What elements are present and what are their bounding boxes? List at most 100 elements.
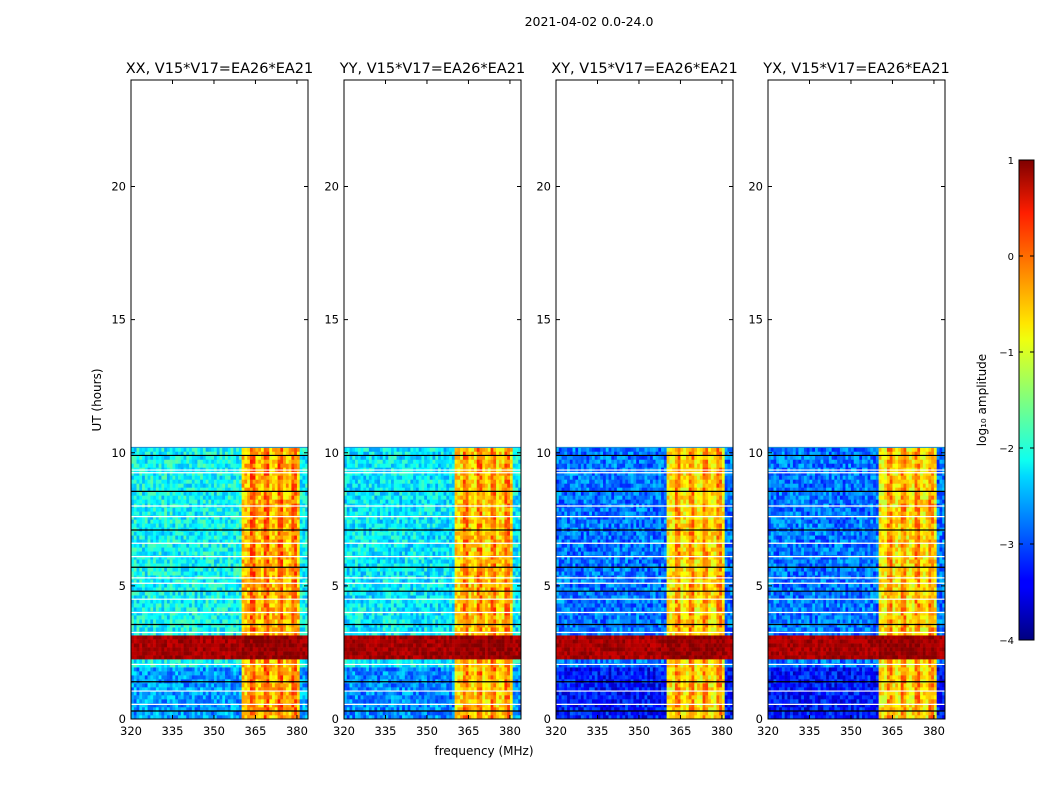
heatmap-cell: [233, 583, 237, 588]
heatmap-cell: [296, 587, 301, 592]
heatmap-cell: [371, 711, 375, 716]
heatmap-cell: [131, 515, 135, 520]
heatmap-cell: [183, 587, 187, 592]
heatmap-cell: [213, 531, 218, 536]
heatmap-cell: [236, 711, 240, 716]
heatmap-cell: [175, 715, 179, 720]
heatmap-cell: [244, 531, 248, 536]
heatmap-cell: [216, 563, 220, 568]
heatmap-cell: [305, 631, 309, 636]
heatmap-cell: [274, 547, 278, 552]
heatmap-cell: [164, 711, 168, 716]
heatmap-cell: [244, 539, 248, 544]
heatmap-cell: [211, 671, 215, 676]
heatmap-cell: [269, 611, 273, 616]
heatmap-cell: [213, 599, 218, 604]
heatmap-cell: [166, 635, 171, 640]
heatmap-cell: [144, 455, 148, 460]
heatmap-cell: [189, 671, 193, 676]
heatmap-cell: [249, 491, 253, 496]
heatmap-cell: [131, 555, 135, 560]
heatmap-cell: [186, 579, 190, 584]
heatmap-cell: [247, 499, 251, 504]
heatmap-cell: [158, 695, 162, 700]
heatmap-cell: [205, 495, 209, 500]
heatmap-cell: [219, 483, 223, 488]
heatmap-cell: [249, 647, 253, 652]
heatmap-cell: [285, 463, 289, 468]
heatmap-cell: [205, 627, 209, 632]
heatmap-cell: [236, 599, 240, 604]
heatmap-cell: [213, 583, 218, 588]
heatmap-cell: [438, 683, 442, 688]
heatmap-cell: [202, 463, 206, 468]
heatmap-cell: [153, 567, 157, 572]
heatmap-cell: [258, 499, 262, 504]
heatmap-cell: [175, 695, 179, 700]
heatmap-cell: [443, 687, 447, 692]
heatmap-cell: [166, 659, 171, 664]
heatmap-cell: [241, 451, 245, 456]
heatmap-cell: [186, 519, 190, 524]
heatmap-cell: [180, 675, 184, 680]
heatmap-cell: [283, 531, 287, 536]
heatmap-cell: [213, 687, 218, 692]
heatmap-cell: [150, 655, 154, 660]
heatmap-cell: [158, 531, 162, 536]
heatmap-cell: [172, 643, 176, 648]
heatmap-cell: [283, 639, 287, 644]
heatmap-cell: [236, 639, 240, 644]
heatmap-cell: [296, 663, 301, 668]
heatmap-cell: [161, 675, 165, 680]
heatmap-cell: [266, 455, 270, 460]
heatmap-cell: [189, 499, 193, 504]
heatmap-cell: [205, 515, 209, 520]
heatmap-cell: [142, 671, 146, 676]
heatmap-cell: [180, 491, 184, 496]
heatmap-cell: [266, 667, 270, 672]
heatmap-cell: [285, 507, 289, 512]
heatmap-cell: [296, 507, 301, 512]
heatmap-cell: [211, 515, 215, 520]
heatmap-cell: [305, 647, 309, 652]
heatmap-cell: [230, 555, 234, 560]
heatmap-cell: [440, 715, 444, 720]
heatmap-cell: [161, 627, 165, 632]
heatmap-cell: [139, 671, 143, 676]
heatmap-cell: [194, 491, 198, 496]
heatmap-cell: [233, 635, 237, 640]
heatmap-cell: [225, 707, 229, 712]
heatmap-cell: [377, 715, 381, 720]
heatmap-cell: [252, 455, 256, 460]
heatmap-cell: [169, 611, 173, 616]
heatmap-cell: [374, 707, 378, 712]
heatmap-cell: [233, 515, 237, 520]
heatmap-cell: [166, 715, 171, 720]
heatmap-cell: [302, 619, 306, 624]
heatmap-cell: [202, 627, 206, 632]
heatmap-cell: [150, 595, 154, 600]
heatmap-cell: [216, 515, 220, 520]
heatmap-cell: [230, 623, 234, 628]
heatmap-cell: [191, 707, 195, 712]
heatmap-cell: [305, 523, 309, 528]
heatmap-cell: [172, 559, 176, 564]
heatmap-cell: [191, 599, 195, 604]
heatmap-cell: [457, 695, 461, 700]
heatmap-cell: [205, 487, 209, 492]
heatmap-cell: [269, 651, 273, 656]
heatmap-cell: [166, 683, 171, 688]
heatmap-cell: [418, 707, 422, 712]
heatmap-cell: [136, 499, 140, 504]
heatmap-cell: [202, 471, 206, 476]
heatmap-cell: [161, 479, 165, 484]
heatmap-cell: [498, 691, 502, 696]
heatmap-cell: [172, 611, 176, 616]
heatmap-cell: [147, 499, 151, 504]
heatmap-cell: [202, 667, 206, 672]
heatmap-cell: [446, 687, 450, 692]
heatmap-cell: [133, 479, 137, 484]
heatmap-cell: [136, 539, 140, 544]
heatmap-cell: [208, 559, 212, 564]
heatmap-cell: [302, 595, 306, 600]
